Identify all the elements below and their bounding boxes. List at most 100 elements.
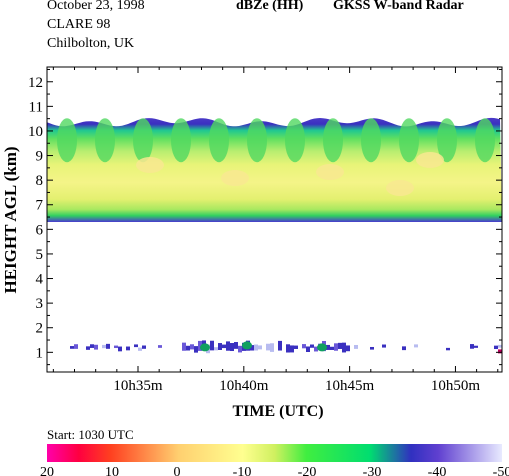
lower-echo-cell: [382, 344, 386, 348]
colorbar-tick-label: -10: [233, 465, 252, 476]
lower-echo-cell: [106, 343, 110, 349]
lower-echo-cell: [214, 347, 218, 351]
lower-echo-cell: [74, 344, 78, 349]
lower-echo-cell: [222, 344, 226, 349]
lower-echo-cell: [182, 342, 186, 351]
lower-echo-cell: [402, 346, 406, 351]
lower-echo-cell: [346, 345, 350, 352]
colorbar-tick-label: -40: [428, 465, 447, 476]
lower-echo-cell: [474, 345, 478, 348]
fall-streak: [437, 118, 457, 163]
lower-echo-cell: [254, 344, 258, 351]
lower-echo-cell: [126, 346, 130, 351]
lower-echo-cell: [326, 344, 330, 350]
lower-echo-cell: [114, 345, 118, 349]
x-tick-label: 10h50m: [431, 378, 481, 394]
lower-echo-cell: [218, 343, 222, 350]
y-axis-title: HEIGHT AGL (km): [1, 146, 20, 293]
lower-echo-cell: [230, 343, 234, 352]
reflectivity-core: [316, 164, 344, 180]
lower-echo-cell: [118, 346, 122, 352]
y-tick-label: 10: [28, 124, 43, 140]
fall-streak: [171, 118, 191, 163]
lower-echo-cell: [70, 346, 74, 349]
lower-echo-core: [200, 343, 210, 352]
lower-echo-cell: [186, 345, 190, 351]
lower-echo-cell: [498, 344, 502, 348]
fall-streak: [475, 118, 495, 163]
colorbar-tick-label: 20: [40, 465, 54, 476]
colorbar-tick-label: -20: [298, 465, 317, 476]
lower-echo-cell: [354, 344, 358, 349]
lower-echo-cell: [314, 346, 318, 352]
y-tick-label: 5: [36, 247, 44, 263]
fall-streak: [323, 118, 343, 163]
lower-echo-cell: [102, 344, 106, 349]
x-tick-label: 10h35m: [113, 378, 163, 394]
header-date: October 23, 1998: [47, 0, 145, 13]
lower-echo-cell: [134, 344, 138, 348]
lower-echo-cell: [194, 346, 198, 353]
y-tick-label: 7: [36, 198, 44, 214]
lower-echo-cell: [226, 341, 230, 351]
x-axis-title: TIME (UTC): [232, 403, 323, 420]
colorbar-tick-label: -50: [493, 465, 509, 476]
lower-echo-cell: [494, 345, 498, 350]
y-tick-label: 3: [36, 296, 44, 312]
header-location: Chilbolton, UK: [47, 36, 135, 51]
x-tick-label: 10h45m: [325, 378, 375, 394]
fall-streak: [133, 118, 153, 163]
y-tick-label: 8: [36, 173, 44, 189]
fall-streak: [209, 118, 229, 163]
reflectivity-core: [221, 170, 249, 186]
colorbar-tick-label: 0: [174, 465, 181, 476]
lower-echo-cell: [278, 340, 282, 351]
header-product: dBZe (HH): [236, 0, 304, 13]
y-tick-label: 11: [29, 99, 43, 115]
lower-echo-cell: [414, 344, 418, 348]
y-tick-label: 6: [36, 222, 44, 238]
colorbar-tick-label: 10: [105, 465, 119, 476]
lower-echo-cell: [330, 346, 334, 350]
lower-echo-cell: [266, 343, 270, 351]
lower-echo-cell: [238, 345, 242, 353]
lower-echo-cell: [86, 346, 90, 350]
lower-echo-core: [317, 343, 327, 352]
lower-echo-cell: [90, 344, 94, 348]
lower-echo-cell: [258, 345, 262, 350]
lower-echo-cell: [142, 345, 146, 349]
y-tick-label: 4: [36, 272, 44, 288]
reflectivity-core: [136, 157, 164, 173]
y-tick-label: 12: [28, 75, 43, 91]
reflectivity-core: [416, 152, 444, 168]
lower-echo-cell: [210, 340, 214, 351]
fall-streak: [95, 118, 115, 163]
start-label: Start: 1030 UTC: [47, 427, 134, 442]
lower-echo-cell: [158, 345, 162, 348]
lower-echo-cell: [270, 343, 274, 352]
upper-cloud-layer: [47, 117, 502, 222]
fall-streak: [57, 118, 77, 163]
colorbar-tick-label: -30: [363, 465, 382, 476]
y-tick-label: 9: [36, 149, 44, 165]
lower-echo-core: [242, 341, 252, 350]
fall-streak: [285, 118, 305, 163]
reflectivity-core: [386, 180, 414, 196]
lower-echo-cell: [342, 342, 346, 353]
fall-streak: [399, 118, 419, 163]
lower-echo-cell: [338, 342, 342, 349]
lower-echo-cell: [138, 347, 142, 351]
lower-echo-cell: [446, 347, 450, 351]
y-tick-label: 2: [36, 321, 44, 337]
colorbar: [47, 444, 502, 462]
lower-echo-cell: [190, 344, 194, 350]
lower-echo-cell: [286, 344, 290, 353]
x-tick-label: 10h40m: [219, 378, 269, 394]
lower-echo-cell: [94, 344, 98, 350]
lower-echo-cell: [302, 344, 306, 349]
header-instrument: GKSS W-band Radar: [333, 0, 464, 13]
lower-echo-cell: [198, 340, 202, 351]
lower-echo-cell: [306, 346, 310, 353]
fall-streak: [361, 118, 381, 163]
